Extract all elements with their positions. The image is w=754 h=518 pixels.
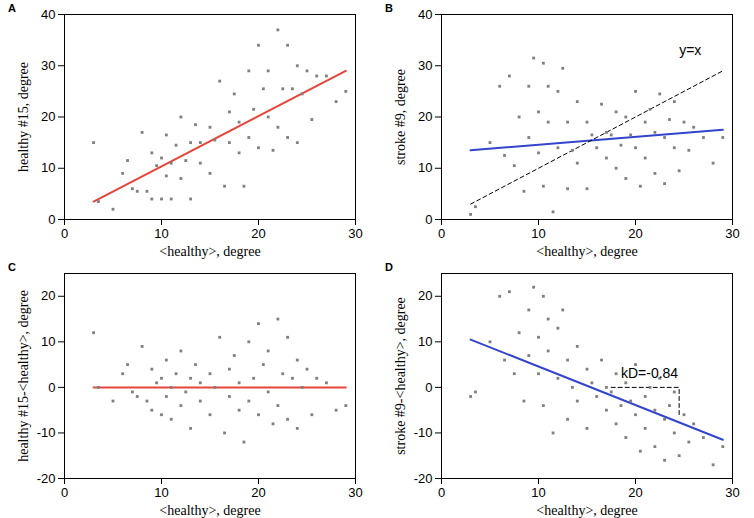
svg-text:10: 10	[154, 226, 168, 241]
svg-text:10: 10	[154, 485, 168, 500]
svg-text:-10: -10	[37, 425, 56, 440]
svg-text:30: 30	[348, 485, 362, 500]
svg-text:<healthy>, degree: <healthy>, degree	[159, 244, 260, 259]
svg-text:10: 10	[418, 334, 432, 349]
svg-text:20: 20	[251, 485, 265, 500]
svg-text:<healthy>, degree: <healthy>, degree	[536, 503, 637, 518]
svg-text:40: 40	[41, 7, 55, 22]
svg-text:0: 0	[61, 485, 68, 500]
svg-text:-10: -10	[414, 425, 433, 440]
svg-text:30: 30	[725, 226, 739, 241]
svg-text:20: 20	[418, 109, 432, 124]
svg-text:20: 20	[628, 226, 642, 241]
svg-text:30: 30	[41, 58, 55, 73]
svg-text:40: 40	[418, 7, 432, 22]
svg-text:30: 30	[725, 485, 739, 500]
svg-text:-20: -20	[37, 471, 56, 486]
svg-text:-20: -20	[414, 471, 433, 486]
svg-text:10: 10	[531, 485, 545, 500]
svg-text:0: 0	[438, 485, 445, 500]
svg-text:<healthy>, degree: <healthy>, degree	[159, 503, 260, 518]
svg-text:20: 20	[251, 226, 265, 241]
svg-text:kD=-0.84: kD=-0.84	[621, 365, 678, 381]
svg-text:<healthy>, degree: <healthy>, degree	[536, 244, 637, 259]
svg-text:stroke #9-<healthy>, degree: stroke #9-<healthy>, degree	[393, 297, 408, 455]
svg-text:20: 20	[418, 288, 432, 303]
html-text:A: A	[8, 2, 16, 14]
svg-text:stroke #9, degree: stroke #9, degree	[393, 69, 408, 165]
svg-text:y=x: y=x	[679, 42, 701, 58]
html-text:D: D	[385, 261, 393, 273]
svg-text:20: 20	[41, 109, 55, 124]
svg-text:30: 30	[348, 226, 362, 241]
svg-text:0: 0	[438, 226, 445, 241]
svg-text:0: 0	[48, 212, 55, 227]
svg-text:10: 10	[531, 226, 545, 241]
svg-text:0: 0	[61, 226, 68, 241]
svg-text:30: 30	[418, 58, 432, 73]
svg-text:healthy #15-<healthy>, degree: healthy #15-<healthy>, degree	[16, 290, 31, 462]
svg-text:20: 20	[628, 485, 642, 500]
svg-text:10: 10	[41, 334, 55, 349]
svg-text:healthy #15, degree: healthy #15, degree	[16, 62, 31, 172]
html-text:C: C	[8, 261, 16, 273]
svg-text:10: 10	[41, 160, 55, 175]
svg-text:0: 0	[425, 212, 432, 227]
svg-text:10: 10	[418, 160, 432, 175]
svg-text:0: 0	[425, 380, 432, 395]
html-text:B: B	[385, 2, 393, 14]
svg-text:0: 0	[48, 380, 55, 395]
svg-text:20: 20	[41, 288, 55, 303]
